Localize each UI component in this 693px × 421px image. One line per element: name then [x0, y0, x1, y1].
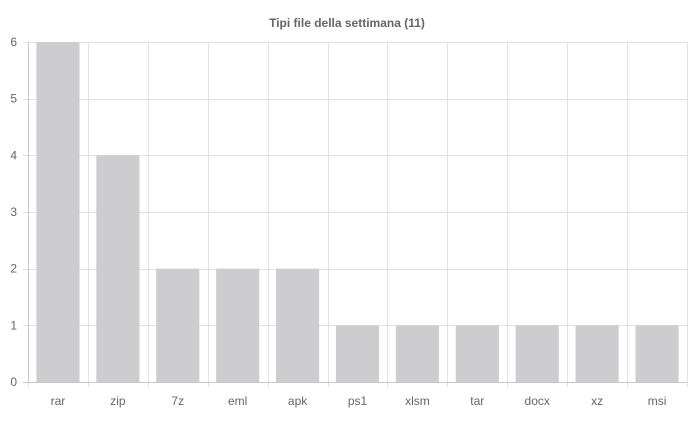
y-tick-label: 2	[10, 262, 17, 276]
axes	[23, 42, 687, 383]
x-tick-label: msi	[648, 394, 667, 408]
bar-eml	[216, 268, 260, 382]
bar-msi	[635, 325, 679, 382]
chart-title: Tipi file della settimana (11)	[269, 16, 425, 30]
bar-apk	[276, 268, 320, 382]
y-tick-label: 6	[10, 35, 17, 49]
x-tick-label: xz	[591, 394, 603, 408]
bar-ps1	[335, 325, 380, 382]
bar-zip	[96, 155, 140, 382]
x-tick-label: xlsm	[405, 394, 430, 408]
bars	[36, 42, 679, 382]
bar-docx	[515, 325, 559, 382]
x-tick-label: tar	[470, 394, 484, 408]
x-tick-label: docx	[525, 394, 550, 408]
x-tick-label: eml	[228, 394, 247, 408]
bar-tar	[455, 325, 499, 382]
bar-xlsm	[395, 325, 439, 382]
y-tick-label: 1	[10, 318, 17, 332]
bar-7z	[156, 268, 200, 382]
x-tick-label: ps1	[348, 394, 368, 408]
x-tick-label: apk	[288, 394, 308, 408]
y-axis-tick-labels: 0 1 2 3 4 5 6	[10, 35, 17, 389]
y-tick-label: 5	[10, 92, 17, 106]
x-tick-label: 7z	[171, 394, 184, 408]
x-axis-tick-labels: rar zip 7z eml apk ps1 xlsm tar docx xz msi	[51, 394, 667, 408]
bar-xz	[575, 325, 619, 382]
x-tick-label: rar	[51, 394, 66, 408]
y-tick-label: 4	[10, 148, 17, 162]
x-tick-label: zip	[110, 394, 126, 408]
y-tick-label: 0	[10, 375, 17, 389]
y-tick-label: 3	[10, 205, 17, 219]
bar-rar	[36, 42, 80, 382]
grid-lines	[23, 42, 688, 387]
